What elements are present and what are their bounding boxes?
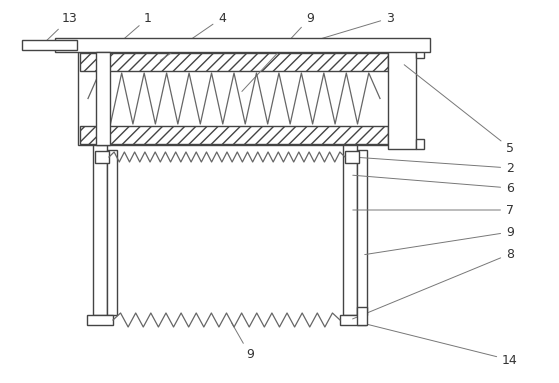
Bar [340, 315, 366, 325]
Text: 14: 14 [364, 324, 518, 367]
Bar [345, 151, 359, 163]
Bar [96, 52, 110, 145]
Bar [87, 315, 113, 325]
Bar [80, 53, 388, 71]
Bar [388, 48, 416, 149]
Text: 3: 3 [302, 11, 394, 44]
Text: 13: 13 [44, 11, 78, 43]
Text: 1: 1 [105, 11, 152, 55]
Bar [55, 38, 430, 52]
Text: 9: 9 [242, 11, 314, 92]
Text: 2: 2 [355, 157, 514, 175]
Bar [78, 52, 390, 145]
Text: 9: 9 [231, 322, 254, 362]
Bar [107, 150, 117, 315]
Bar [416, 139, 424, 149]
Bar [343, 145, 357, 315]
Text: 5: 5 [404, 65, 514, 154]
Text: 9: 9 [364, 226, 514, 255]
Text: 4: 4 [160, 11, 226, 61]
Bar [22, 40, 77, 50]
Bar [80, 126, 388, 144]
Bar [357, 307, 367, 325]
Text: 7: 7 [353, 203, 514, 216]
Text: 6: 6 [353, 175, 514, 195]
Bar [416, 48, 424, 58]
Bar [95, 151, 109, 163]
Text: 8: 8 [353, 247, 514, 319]
Bar [357, 150, 367, 315]
Bar [93, 145, 107, 315]
